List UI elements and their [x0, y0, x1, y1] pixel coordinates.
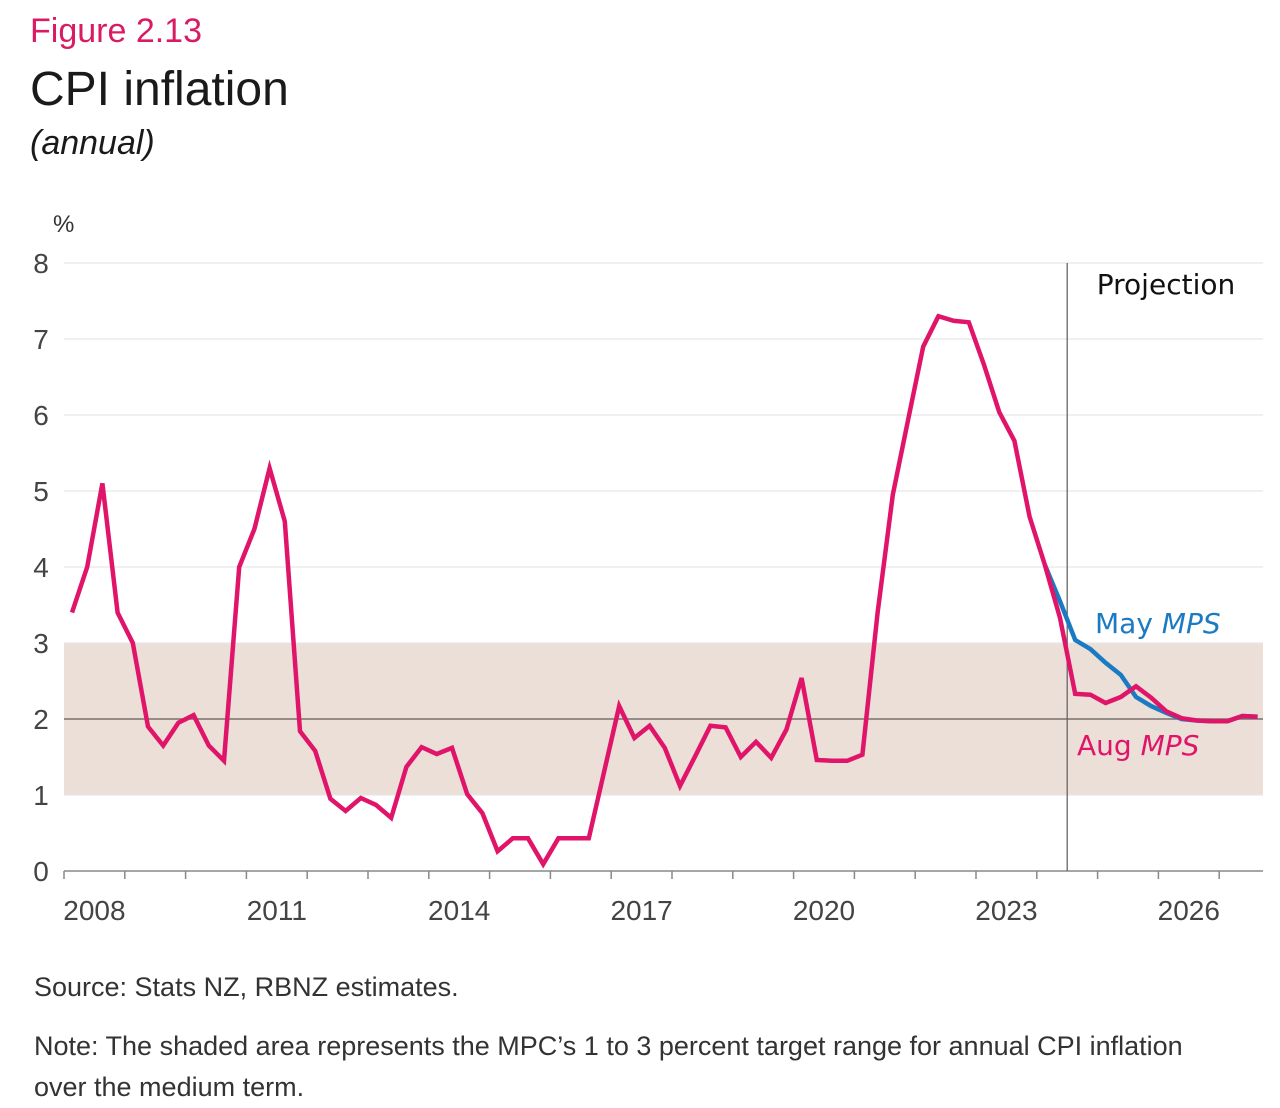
legend-label-aug-mps: Aug MPS [1077, 729, 1199, 762]
y-tick-label: 5 [33, 476, 49, 507]
y-tick-label: 7 [33, 324, 49, 355]
source-text: Source: Stats NZ, RBNZ estimates. [34, 972, 459, 1003]
x-tick-label: 2017 [610, 895, 672, 926]
y-axis-tick-labels: 0 1 2 3 4 5 6 7 8 [33, 248, 49, 887]
legend-label-may-mps: May MPS [1095, 607, 1221, 640]
y-tick-label: 3 [33, 628, 49, 659]
legend-label-italic: MPS [1141, 729, 1200, 762]
x-axis-tick-labels: 2008 2011 2014 2017 2020 2023 2026 [63, 895, 1220, 926]
y-tick-label: 2 [33, 704, 49, 735]
x-tick-label: 2023 [975, 895, 1037, 926]
y-tick-label: 1 [33, 780, 49, 811]
legend-label-main: Aug [1077, 729, 1132, 762]
x-tick-label: 2020 [793, 895, 855, 926]
x-tick-label: 2014 [428, 895, 490, 926]
legend-label-italic: MPS [1162, 607, 1221, 640]
x-tick-label: 2011 [247, 895, 307, 926]
y-tick-label: 8 [33, 248, 49, 279]
x-tick-label: 2008 [63, 895, 125, 926]
y-tick-label: 6 [33, 400, 49, 431]
note-text: Note: The shaded area represents the MPC… [34, 1026, 1234, 1108]
chart: 0 1 2 3 4 5 6 7 8 2008 2011 2014 2017 2020 2023 2026 P… [0, 0, 1280, 960]
y-tick-label: 4 [33, 552, 49, 583]
projection-label: Projection [1097, 268, 1235, 301]
x-tick-label: 2026 [1158, 895, 1220, 926]
y-tick-label: 0 [33, 856, 49, 887]
x-axis [64, 871, 1263, 879]
legend-label-main: May [1095, 607, 1153, 640]
